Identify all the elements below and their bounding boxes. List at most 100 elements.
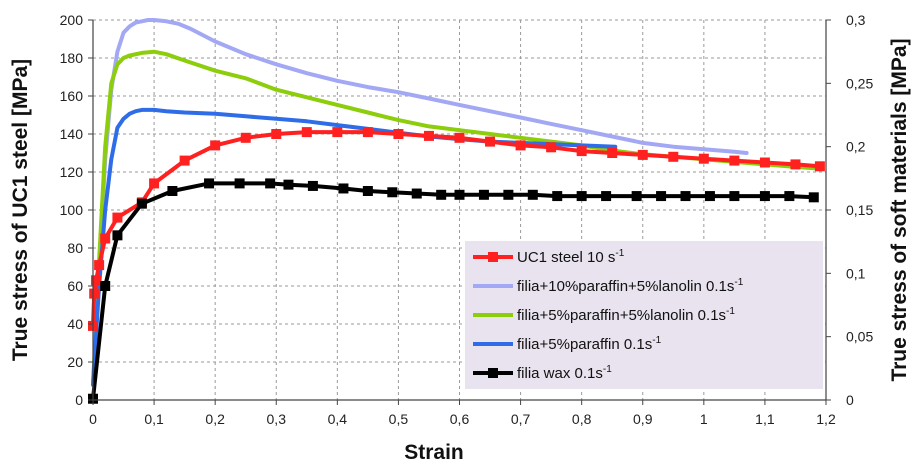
y-tick-label-left: 200: [60, 12, 84, 28]
y-tick-label-left: 60: [67, 278, 83, 294]
data-point: [338, 183, 349, 194]
x-tick-label: 0: [89, 411, 97, 427]
x-tick-label: 0,5: [389, 411, 409, 427]
data-point: [680, 191, 691, 202]
x-tick-label: 0,1: [144, 411, 164, 427]
data-point: [234, 178, 245, 189]
legend-label-text: filia+5%paraffin 0.1s: [517, 336, 652, 353]
legend-label: filia+10%paraffin+5%lanolin 0.1s-1: [517, 277, 744, 295]
data-point: [179, 155, 190, 166]
legend-marker: [488, 368, 498, 378]
x-tick-label: 0,7: [511, 411, 531, 427]
data-point: [631, 191, 642, 202]
legend-label-text: UC1 steel 10 s: [517, 249, 615, 266]
legend-label: UC1 steel 10 s-1: [517, 248, 625, 266]
data-point: [112, 212, 123, 223]
data-point: [94, 260, 105, 271]
data-point: [503, 189, 514, 200]
legend-label-exponent: -1: [652, 335, 661, 346]
x-tick-label: 0,8: [572, 411, 592, 427]
data-point: [729, 191, 740, 202]
data-point: [784, 191, 795, 202]
data-point: [393, 129, 404, 139]
x-tick-label: 0,4: [328, 411, 348, 427]
y-tick-label-right: 0: [846, 392, 854, 408]
data-point: [332, 127, 343, 138]
y-axis-title-right: True stress of soft materials [MPa]: [888, 38, 911, 381]
data-point: [759, 191, 770, 202]
legend-box: [465, 241, 823, 389]
data-point: [387, 187, 398, 198]
data-point: [362, 186, 373, 196]
data-point: [607, 148, 618, 158]
data-point: [240, 132, 251, 143]
data-point: [485, 136, 496, 147]
data-point: [210, 140, 221, 151]
data-point: [423, 130, 434, 141]
y-tick-label-left: 100: [60, 202, 84, 218]
legend-label-text: filia+5%paraffin+5%lanolin 0.1s: [517, 307, 726, 324]
x-axis-title: Strain: [404, 441, 464, 463]
y-tick-label-left: 180: [60, 50, 84, 66]
x-tick-label: 0,3: [267, 411, 287, 427]
y-tick-label-left: 20: [67, 354, 83, 370]
x-tick-label: 0,2: [205, 411, 225, 427]
data-point: [91, 275, 102, 286]
data-point: [265, 178, 276, 189]
data-point: [149, 178, 160, 189]
legend-label: filia wax 0.1s-1: [517, 364, 612, 382]
data-point: [112, 230, 123, 241]
y-tick-label-left: 120: [60, 164, 84, 180]
series-line: [91, 18, 749, 387]
tick-labels: 0 0,1 0,2 0,3 0,4 0,5 0,6 0,7 0,8 0,9 1 1,1 1,2 0 20 40…: [60, 12, 874, 427]
data-point: [668, 151, 679, 162]
data-point: [100, 233, 111, 244]
data-point: [704, 191, 715, 202]
y-tick-label-left: 40: [67, 316, 83, 332]
legend-label-text: filia wax 0.1s: [517, 365, 603, 382]
data-point: [301, 127, 312, 138]
x-tick-label: 1: [700, 411, 708, 427]
data-point: [167, 186, 178, 196]
y-tick-label-right: 0,05: [846, 329, 873, 345]
legend-label-exponent: -1: [734, 277, 743, 288]
legend-marker: [488, 252, 498, 262]
data-point: [601, 191, 612, 202]
legend-label-text: filia+10%paraffin+5%lanolin 0.1s: [517, 278, 734, 295]
data-point: [89, 288, 100, 299]
y-tick-label-left: 140: [60, 126, 84, 142]
data-point: [656, 191, 667, 202]
data-point: [454, 132, 465, 143]
legend-label: filia+5%paraffin+5%lanolin 0.1s-1: [517, 306, 735, 324]
y-tick-label-left: 0: [75, 392, 83, 408]
data-point: [527, 189, 538, 200]
data-point: [698, 153, 709, 164]
y-tick-label-left: 80: [67, 240, 83, 256]
legend-label-exponent: -1: [726, 306, 735, 317]
x-tick-label: 0,9: [633, 411, 653, 427]
data-point: [808, 192, 819, 203]
y-tick-label-right: 0,3: [846, 12, 866, 28]
legend-label-exponent: -1: [615, 248, 624, 259]
data-point: [576, 146, 587, 157]
data-point: [759, 157, 770, 168]
data-point: [136, 198, 147, 209]
x-tick-label: 1,2: [816, 411, 836, 427]
data-point: [436, 189, 447, 200]
y-axis-title-left: True stress of UC1 steel [MPa]: [9, 59, 32, 361]
data-point: [515, 140, 526, 151]
data-point: [729, 155, 740, 166]
data-point: [307, 180, 318, 191]
y-tick-label-right: 0,1: [846, 265, 866, 281]
legend-label-exponent: -1: [603, 364, 612, 375]
legend: UC1 steel 10 s-1filia+10%paraffin+5%lano…: [465, 241, 823, 389]
series-lines: [88, 18, 825, 404]
data-point: [100, 281, 111, 291]
data-point: [546, 142, 557, 153]
data-point: [552, 191, 563, 202]
data-point: [454, 189, 465, 200]
x-tick-label: 1,1: [755, 411, 775, 427]
y-tick-label-right: 0,2: [846, 139, 866, 155]
x-tick-label: 0,6: [450, 411, 470, 427]
